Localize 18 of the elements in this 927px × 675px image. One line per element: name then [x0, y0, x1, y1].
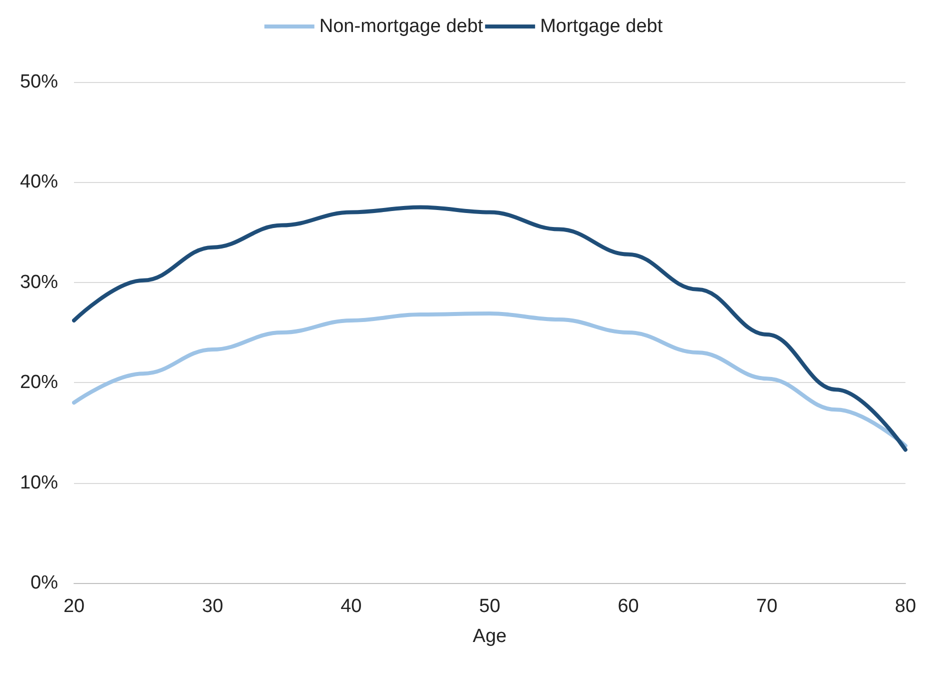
- x-tick-label: 50: [479, 596, 500, 617]
- x-tick-label: 20: [63, 596, 85, 617]
- y-tick-label: 0%: [30, 572, 58, 594]
- line-series: [72, 205, 908, 452]
- x-tick-label: 80: [894, 596, 916, 617]
- y-tick-label: 20%: [20, 372, 58, 394]
- x-tick-label: 70: [756, 596, 778, 617]
- y-tick-label: 40%: [20, 172, 58, 193]
- x-axis-title: Age: [472, 626, 507, 647]
- y-tick-label: 50%: [20, 72, 58, 92]
- line-series: [72, 311, 908, 448]
- y-tick-label: 30%: [20, 272, 58, 293]
- y-tick-label: 10%: [20, 472, 58, 494]
- x-tick-label: 40: [340, 596, 362, 617]
- x-tick-label: 30: [202, 596, 224, 617]
- legend-label: Mortgage debt: [540, 16, 664, 37]
- legend-label: Non-mortgage debt: [319, 16, 484, 37]
- x-tick-label: 60: [618, 596, 639, 617]
